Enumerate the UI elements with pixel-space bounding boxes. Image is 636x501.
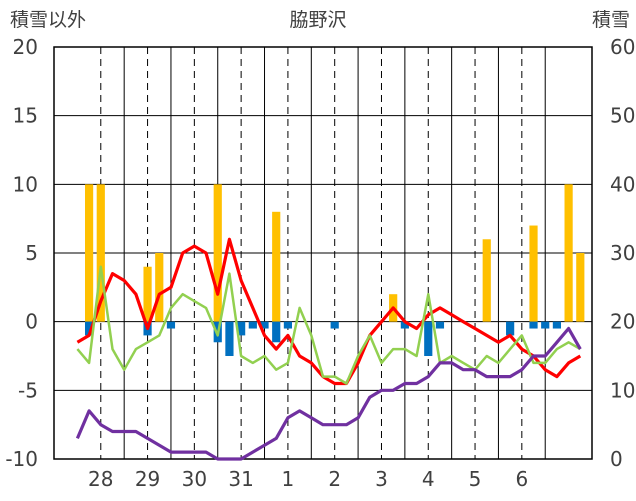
bar [283, 321, 293, 329]
right-tick-label: 10 [610, 378, 635, 402]
bar [400, 321, 409, 329]
bar [237, 321, 246, 336]
bar [529, 321, 538, 329]
bar [435, 321, 445, 329]
bar [84, 321, 94, 336]
left-tick-label: 15 [13, 104, 38, 128]
x-day-label: 30 [182, 467, 207, 491]
bar [143, 266, 152, 322]
bar [260, 321, 269, 329]
bar-series-layer [84, 184, 585, 356]
series-line [76, 237, 582, 386]
right-tick-label: 30 [610, 241, 635, 265]
bar [564, 184, 573, 322]
bar [272, 211, 281, 322]
x-day-label: 31 [228, 467, 253, 491]
gridlines [54, 47, 592, 459]
x-day-label: 29 [135, 467, 160, 491]
bar [84, 184, 94, 322]
left-tick-label: 0 [25, 310, 38, 334]
series-line [75, 326, 582, 461]
bar [155, 253, 164, 322]
bar [213, 184, 222, 322]
bar [225, 321, 234, 356]
right-axis-tick-labels: 60 50 40 30 20 10 0 [610, 35, 635, 471]
bar [506, 321, 515, 336]
right-axis-label: 積雪 [592, 9, 630, 31]
x-day-label: 5 [469, 467, 482, 491]
left-tick-label: 10 [13, 172, 38, 196]
bar [576, 253, 585, 322]
right-tick-label: 50 [610, 104, 635, 128]
left-axis-label: 積雪以外 [10, 9, 86, 31]
x-axis-day-labels: 28 29 30 31 1 2 3 4 5 6 [88, 467, 528, 491]
x-day-label: 6 [515, 467, 528, 491]
x-day-label: 28 [88, 467, 113, 491]
bar [96, 184, 105, 322]
bar [552, 321, 562, 329]
bar [272, 321, 281, 343]
bar [482, 239, 491, 322]
bar [166, 321, 176, 329]
left-tick-label: -10 [5, 447, 38, 471]
series-line [76, 265, 581, 385]
left-axis-tick-labels: 20 15 10 5 0 -5 -10 [5, 35, 38, 471]
right-tick-label: 20 [610, 310, 635, 334]
right-tick-label: 0 [610, 447, 623, 471]
x-day-label: 2 [328, 467, 341, 491]
left-tick-label: 20 [13, 35, 38, 59]
bar [248, 321, 257, 329]
x-day-label: 3 [375, 467, 388, 491]
chart-title: 脇野沢 [289, 9, 346, 31]
right-tick-label: 60 [610, 35, 635, 59]
x-day-label: 4 [422, 467, 435, 491]
bar [330, 321, 339, 329]
line-series-layer [75, 237, 582, 461]
bar [529, 225, 538, 322]
x-day-label: 1 [282, 467, 295, 491]
bar [424, 321, 433, 356]
left-tick-label: -5 [18, 378, 38, 402]
bar [541, 321, 550, 329]
left-tick-label: 5 [25, 241, 38, 265]
right-tick-label: 40 [610, 172, 635, 196]
